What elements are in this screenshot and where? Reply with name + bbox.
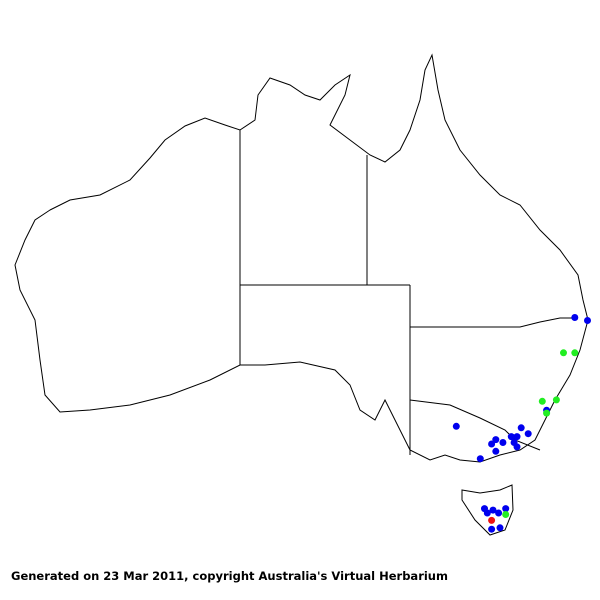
record-marker-blue — [513, 443, 521, 451]
record-marker-blue — [492, 447, 500, 455]
record-marker-blue — [496, 524, 504, 532]
state-borders — [239, 130, 575, 455]
record-marker-red — [488, 516, 496, 524]
coastline — [14, 53, 589, 536]
record-markers — [452, 314, 591, 533]
record-marker-blue — [452, 422, 460, 430]
state-border — [410, 317, 575, 328]
record-marker-blue — [488, 440, 496, 448]
record-marker-blue — [488, 525, 496, 533]
record-marker-blue — [507, 433, 515, 441]
state-border — [409, 399, 541, 451]
record-marker-blue — [492, 436, 500, 444]
record-marker-blue — [502, 505, 510, 513]
record-marker-blue — [489, 506, 497, 514]
record-marker-green — [538, 397, 546, 405]
record-marker-green — [552, 396, 560, 404]
record-marker-blue — [495, 509, 503, 517]
mainland-outline — [14, 53, 589, 463]
record-marker-blue — [513, 433, 521, 441]
footer-copyright: Generated on 23 Mar 2011, copyright Aust… — [11, 569, 448, 583]
record-marker-green — [543, 409, 551, 417]
record-marker-blue — [476, 455, 484, 463]
record-marker-blue — [584, 317, 591, 324]
record-marker-blue — [517, 424, 525, 432]
record-marker-blue — [483, 509, 491, 517]
record-marker-blue — [571, 314, 579, 321]
record-marker-green — [571, 349, 579, 357]
record-marker-blue — [499, 439, 507, 446]
record-marker-green — [560, 349, 567, 357]
record-marker-blue — [524, 430, 532, 438]
record-marker-green — [502, 511, 510, 518]
